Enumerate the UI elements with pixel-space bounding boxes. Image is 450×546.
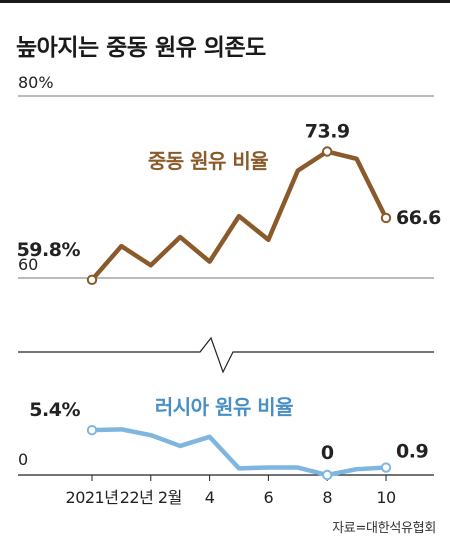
data-point-marker bbox=[380, 212, 392, 224]
data-label: 73.9 bbox=[305, 121, 350, 143]
axis-break-line bbox=[18, 336, 434, 374]
x-tick-label: 8 bbox=[322, 488, 332, 507]
data-label: 0 bbox=[321, 442, 334, 464]
data-point-marker bbox=[322, 469, 333, 481]
x-tick-label: 4 bbox=[205, 488, 215, 507]
data-point-marker bbox=[86, 424, 98, 436]
series-label-middle-east: 중동 원유 비율 bbox=[148, 149, 268, 173]
x-tick-label: 22년 2월 bbox=[120, 488, 182, 507]
top-rule bbox=[0, 0, 450, 3]
data-point-marker bbox=[86, 274, 98, 286]
data-point-marker bbox=[380, 462, 392, 473]
x-tick-label: 10 bbox=[376, 488, 396, 507]
chart-title: 높아지는 중동 원유 의존도 bbox=[16, 35, 266, 61]
series-line-middle-east bbox=[89, 149, 389, 283]
y-tick-label: 0 bbox=[18, 450, 28, 469]
data-label: 66.6 bbox=[396, 207, 441, 229]
data-label: 0.9 bbox=[396, 441, 428, 463]
x-tick-label: 2021년 bbox=[66, 488, 119, 507]
x-tick-label: 6 bbox=[264, 488, 274, 507]
series-label-russia: 러시아 원유 비율 bbox=[155, 395, 293, 419]
source-note: 자료=대한석유협회 bbox=[332, 521, 436, 536]
y-tick-label: 60 bbox=[18, 255, 38, 274]
data-label: 59.8% bbox=[17, 239, 81, 261]
series-line-russia bbox=[89, 427, 389, 478]
data-label: 5.4% bbox=[29, 399, 80, 421]
y-tick-label: 80% bbox=[18, 73, 54, 92]
data-point-marker bbox=[322, 146, 333, 157]
